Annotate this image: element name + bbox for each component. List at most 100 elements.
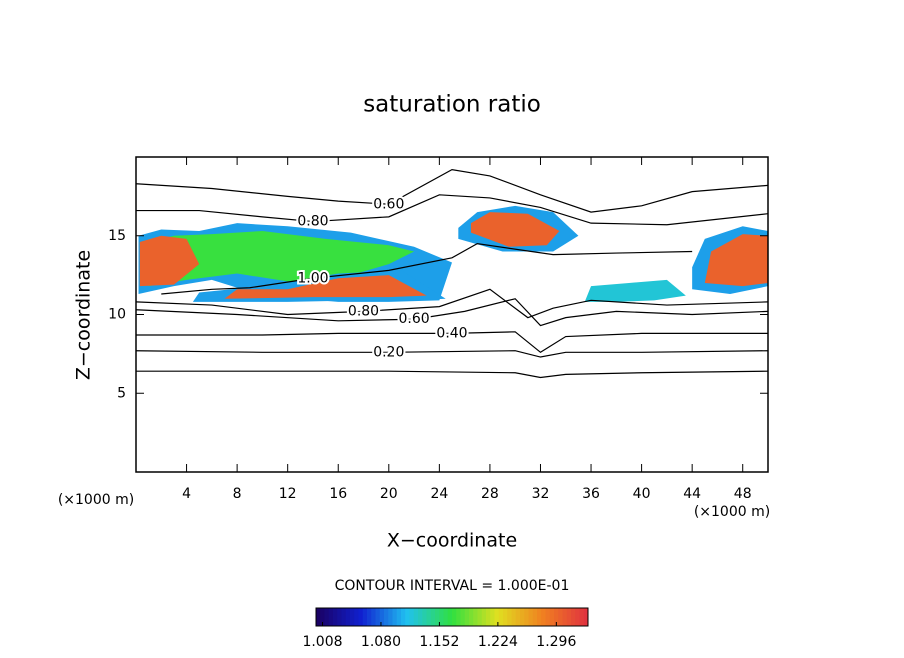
- colorbar-cell: [350, 608, 355, 626]
- x-tick-label: 28: [481, 486, 499, 502]
- contour-label: 0.60: [398, 311, 429, 327]
- y-tick-label: 15: [108, 228, 126, 244]
- colorbar-cell: [456, 608, 461, 626]
- colorbar-cell: [558, 608, 563, 626]
- colorbar-cell: [545, 608, 551, 626]
- colorbar-cell: [413, 608, 419, 626]
- contour-line: [161, 243, 693, 295]
- colorbar-cell: [375, 608, 381, 626]
- colorbar-cell: [520, 608, 525, 626]
- x-axis-title: X−coordinate: [387, 530, 517, 552]
- colorbar-cell: [439, 608, 444, 626]
- colorbar-cell: [532, 608, 538, 626]
- contour-line: [136, 298, 768, 327]
- colorbar-cell: [328, 608, 334, 626]
- colorbar-cell: [452, 608, 457, 626]
- colorbar-cell: [490, 608, 495, 626]
- colorbar-cell: [392, 608, 398, 626]
- colorbar-cell: [524, 608, 529, 626]
- contour-line: [136, 168, 768, 213]
- filled-region: [224, 275, 427, 299]
- x-tick-label: 44: [683, 486, 701, 502]
- contour-label: 0.80: [297, 214, 328, 230]
- contour-label: 1.00: [297, 270, 328, 286]
- colorbar-cell: [367, 608, 372, 626]
- colorbar-cell: [515, 608, 521, 626]
- colorbar-cell: [498, 608, 504, 626]
- x-tick-label: 12: [279, 486, 297, 502]
- colorbar-cell: [384, 608, 389, 626]
- colorbar-cell: [396, 608, 402, 626]
- x-tick-label: 4: [182, 486, 191, 502]
- contour-label: 0.40: [436, 325, 467, 341]
- colorbar-cell: [333, 608, 338, 626]
- colorbar-cell: [541, 608, 546, 626]
- colorbar-cell: [575, 608, 580, 626]
- contour-line: [136, 331, 768, 354]
- y-axis-title: Z−coordinate: [73, 250, 95, 380]
- x-tick-label: 24: [430, 486, 448, 502]
- contour-label: 0.60: [373, 196, 404, 212]
- y-unit: (×1000 m): [58, 492, 134, 508]
- x-tick-label: 32: [532, 486, 550, 502]
- contour-line: [136, 370, 768, 379]
- colorbar-cell: [426, 608, 432, 626]
- colorbar-cell: [362, 608, 368, 626]
- colorbar-cell: [354, 608, 359, 626]
- colorbar-cell: [320, 608, 325, 626]
- colorbar-cell: [566, 608, 572, 626]
- colorbar-cell: [583, 608, 589, 626]
- colorbar-cell: [447, 608, 453, 626]
- contour-line: [136, 350, 768, 358]
- colorbar-cell: [464, 608, 470, 626]
- x-tick-label: 16: [329, 486, 347, 502]
- colorbar-cell: [358, 608, 364, 626]
- colorbar-cell: [345, 608, 351, 626]
- contour-line: [136, 288, 768, 319]
- x-tick-label: 48: [734, 486, 752, 502]
- colorbar-tick-label: 1.296: [536, 634, 576, 650]
- filled-region: [148, 231, 415, 287]
- x-tick-label: 36: [582, 486, 600, 502]
- x-unit: (×1000 m): [694, 504, 770, 520]
- colorbar-cell: [341, 608, 347, 626]
- contour-label: 0.20: [373, 344, 404, 360]
- colorbar-cell: [337, 608, 342, 626]
- colorbar-tick-label: 1.080: [361, 634, 401, 650]
- colorbar-cell: [549, 608, 555, 626]
- colorbar-cell: [430, 608, 436, 626]
- colorbar-cell: [443, 608, 449, 626]
- colorbar-cell: [379, 608, 385, 626]
- colorbar-cell: [477, 608, 483, 626]
- y-tick-label: 10: [108, 307, 126, 323]
- colorbar-cell: [316, 608, 321, 626]
- filled-region: [704, 234, 768, 287]
- colorbar-cell: [324, 608, 330, 626]
- filled-region: [584, 279, 686, 302]
- colorbar-cell: [418, 608, 423, 626]
- colorbar-cell: [401, 608, 406, 626]
- x-tick-label: 20: [380, 486, 398, 502]
- colorbar-cell: [554, 608, 559, 626]
- colorbar-cell: [409, 608, 415, 626]
- colorbar-cell: [422, 608, 427, 626]
- chart-title: saturation ratio: [363, 92, 541, 118]
- colorbar-cell: [511, 608, 517, 626]
- colorbar-cell: [460, 608, 466, 626]
- colorbar-tick-label: 1.008: [302, 634, 342, 650]
- colorbar-cell: [528, 608, 534, 626]
- colorbar-cell: [537, 608, 542, 626]
- colorbar-cell: [503, 608, 508, 626]
- colorbar-cell: [435, 608, 440, 626]
- colorbar-cell: [571, 608, 576, 626]
- x-tick-label: 8: [233, 486, 242, 502]
- colorbar-cell: [388, 608, 393, 626]
- contour-line: [136, 194, 768, 226]
- colorbar-cell: [486, 608, 491, 626]
- colorbar-frame: [315, 607, 589, 627]
- colorbar-cell: [562, 608, 568, 626]
- contour-interval: CONTOUR INTERVAL = 1.000E-01: [335, 578, 570, 594]
- colorbar-cell: [405, 608, 410, 626]
